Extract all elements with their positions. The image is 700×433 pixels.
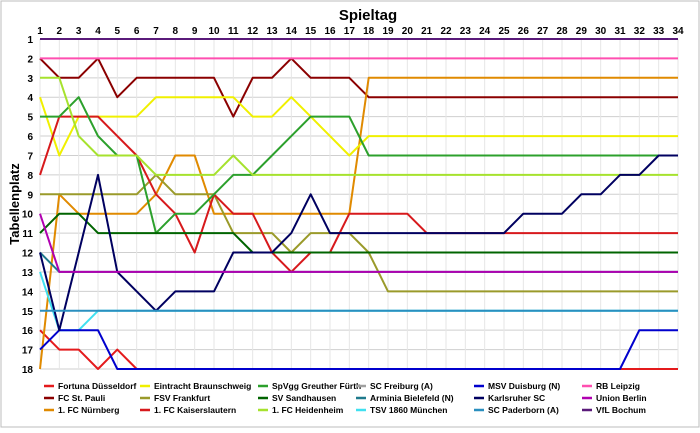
legend-label: VfL Bochum bbox=[596, 405, 646, 415]
legend-label: 1. FC Nürnberg bbox=[58, 405, 119, 415]
x-tick-label: 22 bbox=[440, 26, 452, 37]
x-tick-label: 33 bbox=[653, 26, 665, 37]
y-tick-label: 5 bbox=[27, 113, 33, 124]
series-line-7 bbox=[40, 96, 678, 235]
legend-label: SC Freiburg (A) bbox=[370, 381, 433, 391]
legend-label: Arminia Bielefeld (N) bbox=[370, 393, 454, 403]
y-axis-label: Tabellenplatz bbox=[7, 163, 22, 245]
x-tick-label: 11 bbox=[228, 26, 239, 37]
x-tick-label: 18 bbox=[363, 26, 375, 37]
legend-label: RB Leipzig bbox=[596, 381, 640, 391]
x-tick-label: 2 bbox=[57, 26, 63, 37]
y-tick-label: 3 bbox=[27, 74, 33, 85]
legend-label: Eintracht Braunschweig bbox=[154, 381, 251, 391]
x-tick-label: 16 bbox=[324, 26, 336, 37]
legend-label: Union Berlin bbox=[596, 393, 647, 403]
y-tick-label: 2 bbox=[27, 54, 33, 65]
x-tick-label: 14 bbox=[286, 26, 298, 37]
x-tick-label: 27 bbox=[537, 26, 549, 37]
legend: Fortuna Düsseldorf FC St. Pauli 1. FC Nürn… bbox=[44, 381, 647, 415]
legend-label: SC Paderborn (A) bbox=[488, 405, 559, 415]
y-tick-label: 17 bbox=[22, 346, 34, 357]
series-line-5 bbox=[40, 173, 678, 293]
y-tick-label: 13 bbox=[22, 268, 34, 279]
legend-label: 1. FC Heidenheim bbox=[272, 405, 344, 415]
x-tick-label: 19 bbox=[382, 26, 394, 37]
x-tick-label: 5 bbox=[115, 26, 121, 37]
x-tick-label: 20 bbox=[402, 26, 414, 37]
series-line-14 bbox=[39, 154, 678, 332]
x-tick-label: 3 bbox=[76, 26, 82, 37]
y-tick-label: 11 bbox=[22, 229, 33, 240]
legend-label: Fortuna Düsseldorf bbox=[58, 381, 137, 391]
legend-label: 1. FC Kaiserslautern bbox=[154, 405, 236, 415]
x-tick-label: 31 bbox=[614, 26, 626, 37]
x-tick-label: 8 bbox=[173, 26, 179, 37]
legend-label: TSV 1860 München bbox=[370, 405, 447, 415]
x-tick-label: 29 bbox=[576, 26, 588, 37]
series-line-6 bbox=[39, 115, 678, 273]
x-tick-label: 12 bbox=[247, 26, 259, 37]
x-tick-label: 17 bbox=[344, 26, 356, 37]
legend-label: FC St. Pauli bbox=[58, 393, 105, 403]
series-lines bbox=[39, 38, 678, 370]
legend-label: MSV Duisburg (N) bbox=[488, 381, 560, 391]
y-tick-label: 6 bbox=[27, 132, 33, 143]
chart-title: Spieltag bbox=[339, 7, 397, 24]
legend-label: FSV Frankfurt bbox=[154, 393, 210, 403]
x-tick-label: 34 bbox=[672, 26, 684, 37]
legend-label: Karlsruher SC bbox=[488, 393, 545, 403]
y-tick-label: 9 bbox=[27, 190, 33, 201]
x-tick-label: 28 bbox=[556, 26, 568, 37]
x-tick-label: 15 bbox=[305, 26, 317, 37]
x-tick-label: 13 bbox=[266, 26, 278, 37]
series-line-8 bbox=[39, 212, 678, 254]
x-tick-label: 4 bbox=[95, 26, 101, 37]
x-tick-label: 24 bbox=[479, 26, 491, 37]
x-tick-label: 26 bbox=[518, 26, 530, 37]
x-tick-label: 30 bbox=[595, 26, 607, 37]
y-tick-label: 16 bbox=[22, 326, 34, 337]
y-tick-label: 4 bbox=[27, 93, 33, 104]
y-tick-label: 15 bbox=[22, 307, 34, 318]
series-line-2 bbox=[39, 57, 678, 118]
series-line-9 bbox=[40, 76, 678, 176]
y-tick-label: 7 bbox=[27, 151, 33, 162]
series-line-4 bbox=[39, 96, 678, 157]
x-tick-label: 25 bbox=[498, 26, 510, 37]
y-tick-label: 10 bbox=[22, 210, 34, 221]
x-tick-label: 21 bbox=[421, 26, 433, 37]
y-tick-label: 14 bbox=[22, 287, 34, 298]
y-tick-label: 1 bbox=[27, 35, 33, 46]
x-tick-label: 7 bbox=[153, 26, 159, 37]
series-line-17 bbox=[39, 213, 678, 273]
x-tick-label: 6 bbox=[134, 26, 140, 37]
x-tick-label: 9 bbox=[192, 26, 198, 37]
y-tick-label: 12 bbox=[22, 249, 34, 260]
x-tick-labels: 1 2 3 4 5 6 7 8 9 10 11 12 13 14 15 16 17 18 19 20 21 22 23 24 2… bbox=[37, 26, 684, 37]
series-line-13 bbox=[39, 329, 678, 370]
x-tick-label: 10 bbox=[208, 26, 220, 37]
x-tick-label: 32 bbox=[634, 26, 646, 37]
x-tick-label: 23 bbox=[460, 26, 472, 37]
legend-label: SV Sandhausen bbox=[272, 393, 336, 403]
y-tick-label: 18 bbox=[22, 365, 34, 376]
y-tick-label: 8 bbox=[27, 171, 33, 182]
legend-label: SpVgg Greuther Fürth bbox=[272, 381, 361, 391]
x-tick-label: 1 bbox=[37, 26, 43, 37]
